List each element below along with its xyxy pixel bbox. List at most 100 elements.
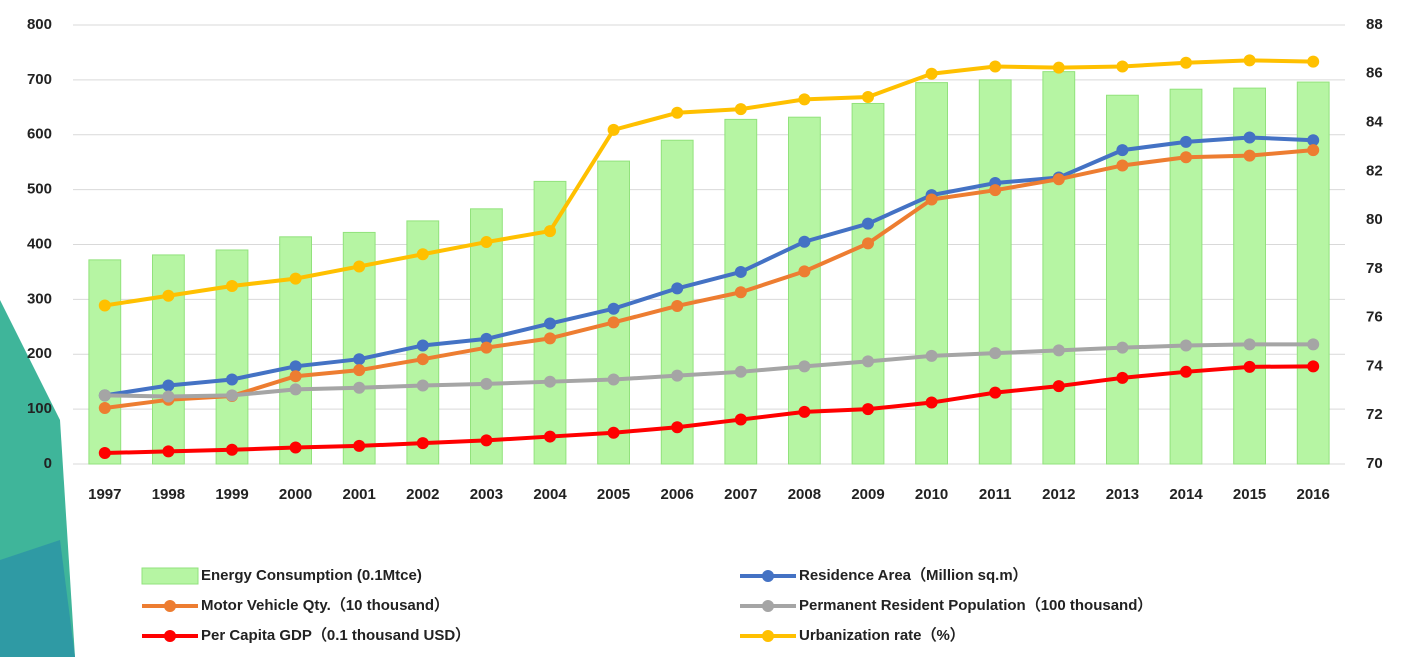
marker: [734, 103, 747, 116]
marker: [862, 403, 874, 416]
legend-swatch: [762, 630, 774, 642]
y-tick-label: 500: [27, 181, 52, 198]
marker: [798, 360, 811, 373]
marker: [1180, 56, 1192, 69]
y2-tick-label: 78: [1366, 260, 1383, 277]
x-tick-label: 2003: [470, 486, 503, 503]
y-tick-label: 0: [44, 455, 52, 472]
marker: [1116, 371, 1129, 384]
marker: [1052, 61, 1065, 74]
marker: [1052, 380, 1065, 393]
legend-label: Energy Consumption (0.1Mtce): [201, 567, 422, 584]
marker: [98, 389, 111, 402]
x-tick-label: 2008: [788, 486, 821, 503]
y-tick-label: 800: [27, 16, 52, 33]
marker: [989, 347, 1002, 360]
y2-tick-label: 82: [1366, 162, 1383, 179]
marker: [1180, 365, 1192, 378]
marker: [416, 339, 429, 352]
marker: [416, 353, 429, 366]
marker: [226, 373, 238, 386]
marker: [989, 184, 1002, 197]
marker: [671, 369, 684, 382]
marker: [798, 265, 811, 278]
marker: [862, 217, 874, 230]
legend-label: Residence Area（Million sq.m）: [799, 566, 1028, 584]
marker: [480, 434, 493, 447]
y-tick-label: 200: [27, 345, 52, 362]
legend-swatch: [164, 630, 176, 642]
y-tick-label: 300: [27, 290, 52, 307]
marker: [925, 349, 938, 362]
marker: [862, 90, 874, 103]
y2-tick-label: 76: [1366, 309, 1383, 326]
x-tick-label: 2000: [279, 486, 312, 503]
line: [104, 135, 1314, 398]
x-tick-label: 2009: [851, 486, 884, 503]
x-tick-label: 2014: [1169, 486, 1203, 503]
marker: [798, 93, 811, 106]
legend-label: Permanent Resident Population（100 thousa…: [799, 596, 1152, 614]
marker: [226, 443, 238, 456]
decoration: [0, 540, 75, 657]
marker: [289, 441, 302, 454]
marker: [544, 332, 556, 345]
marker: [607, 302, 620, 315]
marker: [289, 383, 302, 396]
marker: [544, 225, 556, 238]
marker: [862, 237, 874, 250]
marker: [480, 341, 493, 354]
marker: [734, 365, 747, 378]
marker: [925, 193, 938, 206]
marker: [416, 379, 429, 392]
marker: [671, 106, 684, 119]
line: [104, 364, 1314, 456]
marker: [1307, 55, 1320, 68]
marker: [1052, 173, 1065, 186]
x-tick-label: 2002: [406, 486, 439, 503]
legend-swatch: [164, 600, 176, 612]
marker: [1307, 134, 1320, 147]
marker: [544, 375, 556, 388]
x-tick-label: 2016: [1297, 486, 1330, 503]
x-tick-label: 2015: [1233, 486, 1266, 503]
bar: [978, 79, 1012, 465]
x-tick-label: 1999: [215, 486, 248, 503]
legend-swatch: [762, 600, 774, 612]
bar: [1042, 71, 1076, 465]
marker: [353, 353, 366, 366]
marker: [226, 389, 238, 402]
marker: [1180, 135, 1192, 148]
marker: [925, 67, 938, 80]
bar: [152, 254, 185, 465]
marker: [671, 299, 684, 312]
x-tick-label: 2011: [979, 486, 1012, 503]
marker: [544, 317, 556, 330]
y2-tick-label: 88: [1366, 16, 1383, 33]
y2-tick-label: 74: [1366, 357, 1383, 374]
y2-tick-label: 72: [1366, 406, 1383, 423]
marker: [480, 377, 493, 390]
x-tick-label: 1998: [152, 486, 185, 503]
marker: [989, 386, 1002, 399]
y-tick-label: 700: [27, 71, 52, 88]
marker: [353, 381, 366, 394]
marker: [734, 265, 747, 278]
marker: [1243, 131, 1256, 144]
bar: [88, 259, 122, 465]
marker: [798, 405, 811, 418]
marker: [353, 260, 366, 273]
marker: [480, 332, 493, 345]
marker: [862, 355, 874, 368]
marker: [289, 370, 302, 383]
marker: [1243, 54, 1256, 67]
marker: [1243, 360, 1256, 373]
marker: [1116, 60, 1129, 73]
marker: [162, 289, 175, 302]
x-tick-label: 2004: [533, 486, 567, 503]
marker: [162, 390, 175, 403]
marker: [544, 430, 556, 443]
line: [104, 342, 1314, 399]
marker: [416, 437, 429, 450]
marker: [353, 439, 366, 452]
